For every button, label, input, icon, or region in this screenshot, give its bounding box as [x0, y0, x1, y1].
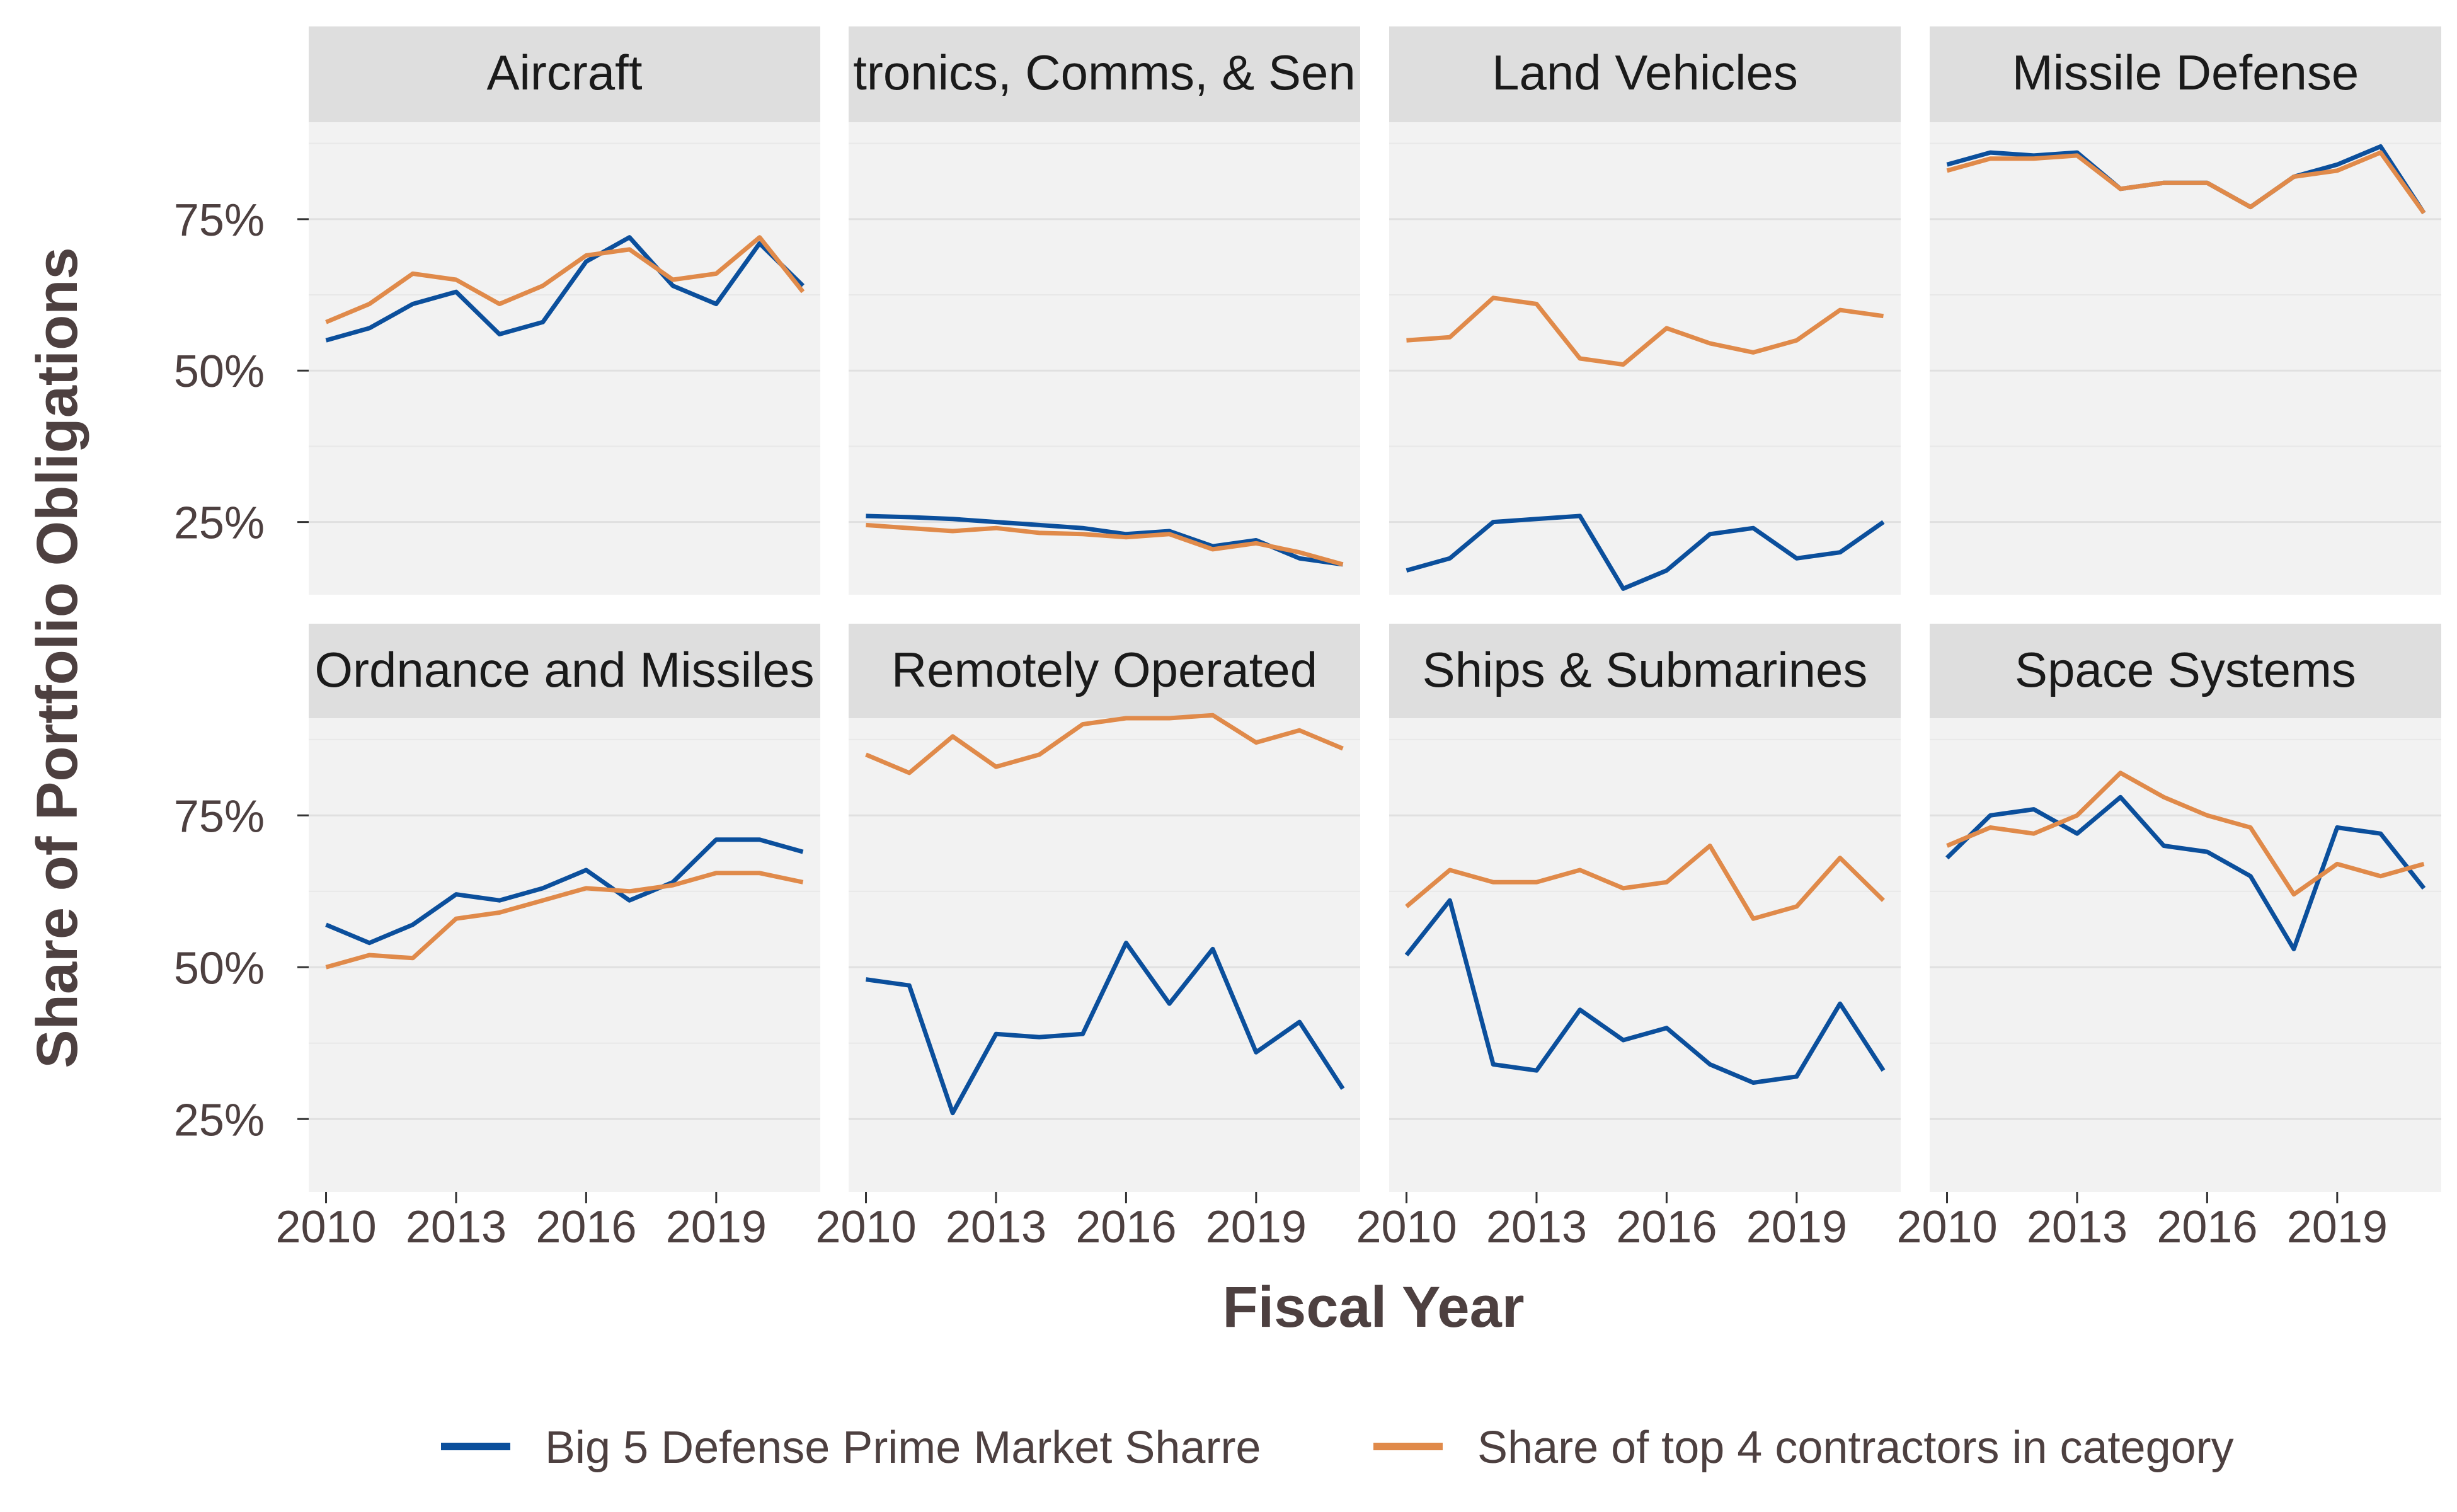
y-axes: 25% 50% 75% 25% 50% 75% [174, 195, 309, 1145]
x-tick-label: 2016 [1075, 1202, 1176, 1252]
plot-background [1389, 718, 1901, 1192]
facet-strip [849, 26, 1360, 122]
series-line [1406, 295, 1884, 367]
facet-panel: Ordnance and Missiles [309, 624, 820, 1192]
facet-strip [1389, 26, 1901, 122]
facet-panel: Land Vehicles [1389, 26, 1901, 595]
series-line [865, 713, 1344, 776]
series-line [1946, 770, 2425, 897]
plot-background [849, 718, 1360, 1192]
series-line [325, 871, 804, 970]
facet-panel: Ships & Submarines [1389, 624, 1901, 1192]
y-tick-label: 25% [174, 498, 265, 549]
x-tick-label: 2016 [2156, 1202, 2257, 1252]
x-tick-label: 2013 [946, 1202, 1046, 1252]
facet-strip [1930, 26, 2441, 122]
facet-title: tronics, Comms, & Sen [853, 45, 1356, 100]
facet-panels: Aircraft tronics, Comms, & Sen Land Vehicl… [309, 26, 2441, 1192]
facet-panel: Space Systems [1930, 624, 2441, 1192]
x-tick-label: 2019 [1206, 1202, 1307, 1252]
legend-label: Big 5 Defense Prime Market Sharre [545, 1423, 1261, 1473]
x-tick-label: 2019 [2287, 1202, 2388, 1252]
series-line [1405, 844, 1885, 921]
plot-background [309, 122, 820, 595]
facet-panel: Aircraft [309, 26, 820, 595]
x-tick-label: 2010 [1896, 1202, 1997, 1252]
facet-panel: Remotely Operated [849, 624, 1360, 1192]
y-tick-label: 25% [174, 1095, 265, 1145]
legend-item: Share of top 4 contractors in category [1373, 1423, 2234, 1473]
x-tick-label: 2010 [815, 1202, 916, 1252]
y-axis-title: Share of Portfolio Obligations [25, 247, 89, 1068]
legend-label: Share of top 4 contractors in category [1477, 1423, 2234, 1473]
series-line [1945, 794, 2426, 951]
facet-title: Land Vehicles [1492, 45, 1798, 100]
facet-title: Space Systems [2015, 642, 2356, 697]
legend-item: Big 5 Defense Prime Market Sharre [441, 1423, 1261, 1473]
series-line [1406, 513, 1885, 591]
facet-strip [1930, 624, 2441, 718]
facet-title: Aircraft [486, 45, 642, 100]
series-line [325, 235, 805, 343]
plot-background [1930, 718, 2441, 1192]
y-tick-label: 75% [174, 195, 265, 246]
x-tick-label: 2016 [1616, 1202, 1717, 1252]
series-line [866, 941, 1345, 1116]
series-line [325, 235, 805, 324]
facet-panel: tronics, Comms, & Sen [849, 26, 1360, 595]
legend: Big 5 Defense Prime Market Sharre Share o… [441, 1423, 2234, 1473]
x-tick-label: 2013 [1486, 1202, 1587, 1252]
x-tick-label: 2010 [275, 1202, 376, 1252]
facet-strip [309, 26, 820, 122]
facet-strip [309, 624, 820, 718]
series-line [866, 522, 1344, 567]
series-line [1404, 898, 1886, 1085]
x-tick-label: 2019 [1746, 1202, 1847, 1252]
plot-background [1930, 122, 2441, 595]
x-tick-label: 2013 [2027, 1202, 2128, 1252]
facet-title: Ordnance and Missiles [314, 642, 814, 697]
facet-title: Remotely Operated [891, 642, 1317, 697]
facet-strip [849, 624, 1360, 718]
x-axis-title: Fiscal Year [1222, 1275, 1524, 1339]
y-tick-label: 50% [174, 346, 265, 397]
x-tick-label: 2013 [406, 1202, 507, 1252]
plot-background [1389, 122, 1901, 595]
x-axes: 2010 2013 2016 2019 2010 2013 2016 2019 2010 2013… [275, 1192, 2388, 1252]
series-line [1946, 150, 2426, 215]
y-tick-label: 50% [174, 943, 265, 994]
series-line [325, 837, 804, 946]
x-tick-label: 2016 [536, 1202, 636, 1252]
x-tick-label: 2019 [666, 1202, 767, 1252]
x-tick-label: 2010 [1356, 1202, 1457, 1252]
y-tick-label: 75% [174, 791, 265, 842]
plot-background [849, 122, 1360, 595]
facet-title: Missile Defense [2012, 45, 2359, 100]
facet-title: Ships & Submarines [1423, 642, 1868, 697]
facet-panel: Missile Defense [1930, 26, 2441, 595]
facet-strip [1389, 624, 1901, 718]
